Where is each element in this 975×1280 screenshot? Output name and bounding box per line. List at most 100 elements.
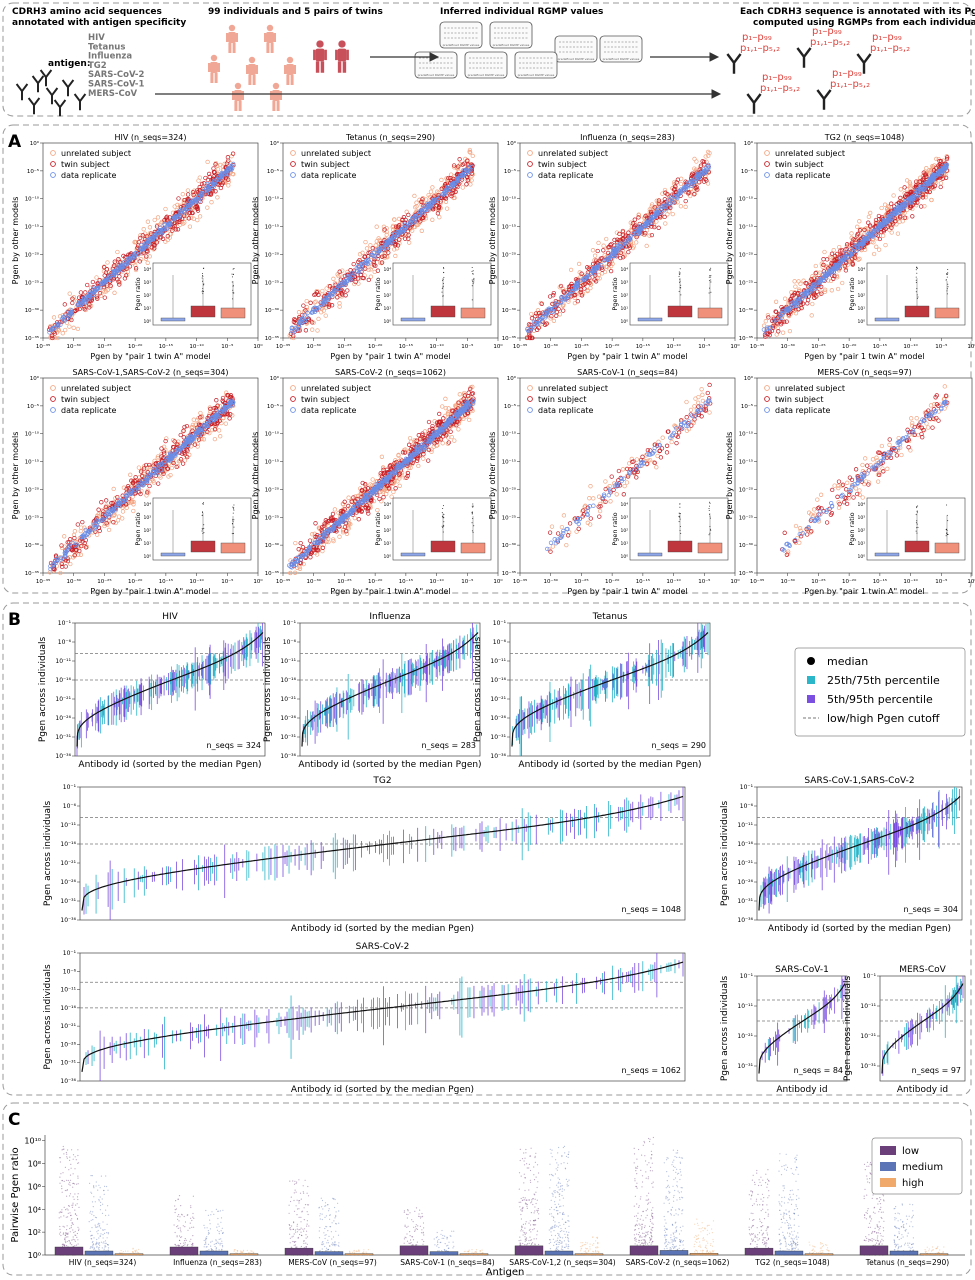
outlier-point xyxy=(471,270,473,272)
point-unrelated xyxy=(189,215,194,221)
person-arm xyxy=(246,65,248,74)
point-twin xyxy=(117,282,122,287)
point-replicate xyxy=(56,321,61,326)
point-twin xyxy=(397,223,402,228)
rgmp-card-caption: predefined RGMP values xyxy=(443,43,480,47)
inset-tick-label: 10² xyxy=(143,293,151,299)
point-unrelated xyxy=(308,318,314,324)
person-head xyxy=(272,82,280,90)
point-unrelated xyxy=(410,228,415,233)
point-replicate xyxy=(119,264,124,269)
rgmp-card-caption: predefined RGMP values xyxy=(493,43,530,47)
outlier-point xyxy=(679,272,681,274)
point-twin xyxy=(191,192,196,198)
point-twin xyxy=(314,290,320,295)
point-unrelated xyxy=(373,243,378,248)
point-replicate xyxy=(68,310,73,316)
point-unrelated xyxy=(414,200,419,205)
antibody-stem xyxy=(31,75,45,93)
legend-label: twin subject xyxy=(61,160,110,169)
point-unrelated xyxy=(320,288,325,294)
point-unrelated xyxy=(145,260,150,265)
point-twin xyxy=(226,177,231,182)
person-arm xyxy=(270,91,272,100)
x-tick-label: 10⁻²⁵ xyxy=(337,343,351,350)
point-twin xyxy=(97,291,103,296)
point-replicate xyxy=(167,221,173,226)
point-unrelated xyxy=(112,290,117,295)
scatter-subplot: Influenza (n_seqs=283)10⁻³⁵10⁻³⁵10⁻³⁰10⁻… xyxy=(488,133,740,361)
person-arm xyxy=(274,33,276,42)
point-unrelated xyxy=(385,255,390,260)
point-replicate xyxy=(139,247,144,252)
scatter-subplot: TG2 (n_seqs=1048)10⁻³⁵10⁻³⁵10⁻³⁰10⁻³⁰10⁻… xyxy=(725,133,975,361)
pgen-tag-line-1: p₁–p₉₉ xyxy=(742,32,772,43)
point-unrelated xyxy=(147,225,153,230)
point-unrelated xyxy=(191,216,196,221)
x-axis-label: Pgen by "pair 1 twin A" model xyxy=(330,352,450,361)
antibody-icon xyxy=(796,47,812,68)
inset-tick-label: 10² xyxy=(620,293,628,299)
point-twin xyxy=(175,227,181,232)
outlier-point xyxy=(680,294,682,296)
point-twin xyxy=(173,227,179,232)
legend-marker xyxy=(50,150,56,156)
y-tick-label: 10⁻³⁰ xyxy=(25,307,40,314)
point-replicate xyxy=(144,240,149,245)
antibody-stem xyxy=(45,87,59,105)
person-leg xyxy=(214,73,218,83)
point-twin xyxy=(451,163,457,168)
point-twin xyxy=(301,303,306,308)
point-twin xyxy=(308,300,313,305)
arrowhead-icon xyxy=(709,52,720,62)
point-replicate xyxy=(115,270,120,276)
point-replicate xyxy=(193,197,199,202)
point-twin xyxy=(152,246,157,251)
point-unrelated xyxy=(374,224,379,229)
point-replicate xyxy=(130,255,135,260)
point-twin xyxy=(420,215,426,221)
outlier-point xyxy=(708,279,710,281)
y-tick-label: 10⁻²⁰ xyxy=(502,251,517,258)
outlier-point xyxy=(202,274,204,276)
outlier-point xyxy=(679,280,681,282)
antibody-stem xyxy=(73,93,87,111)
point-twin xyxy=(353,279,358,285)
y-tick-label: 10⁻²⁵ xyxy=(25,279,39,286)
point-twin xyxy=(435,198,441,203)
point-replicate xyxy=(199,195,204,200)
point-replicate xyxy=(152,232,157,237)
point-unrelated xyxy=(197,175,202,180)
point-unrelated xyxy=(231,172,236,177)
point-twin xyxy=(431,207,436,212)
point-twin xyxy=(213,189,218,194)
point-twin xyxy=(211,166,216,171)
point-unrelated xyxy=(75,326,81,332)
point-twin xyxy=(95,296,100,301)
point-twin xyxy=(62,302,67,307)
point-twin xyxy=(351,261,356,267)
outlier-point xyxy=(472,280,474,282)
outlier-point xyxy=(917,296,919,298)
person-torso xyxy=(234,90,242,101)
point-unrelated xyxy=(335,272,340,277)
antibody-stem xyxy=(15,83,29,101)
point-unrelated xyxy=(379,260,384,266)
y-axis-label: Pgen by other models xyxy=(488,197,497,285)
point-twin xyxy=(449,193,454,199)
point-unrelated xyxy=(209,200,214,205)
point-unrelated xyxy=(185,188,191,193)
point-replicate xyxy=(157,230,162,235)
outlier-point xyxy=(472,283,474,285)
y-tick-label: 10⁻¹⁵ xyxy=(265,224,279,231)
point-unrelated xyxy=(360,250,365,255)
point-unrelated xyxy=(152,217,157,223)
person-arm xyxy=(242,91,244,100)
person-arm xyxy=(208,63,210,72)
point-replicate xyxy=(161,229,166,234)
point-unrelated xyxy=(364,246,370,251)
point-unrelated xyxy=(368,243,373,248)
point-unrelated xyxy=(392,217,397,222)
